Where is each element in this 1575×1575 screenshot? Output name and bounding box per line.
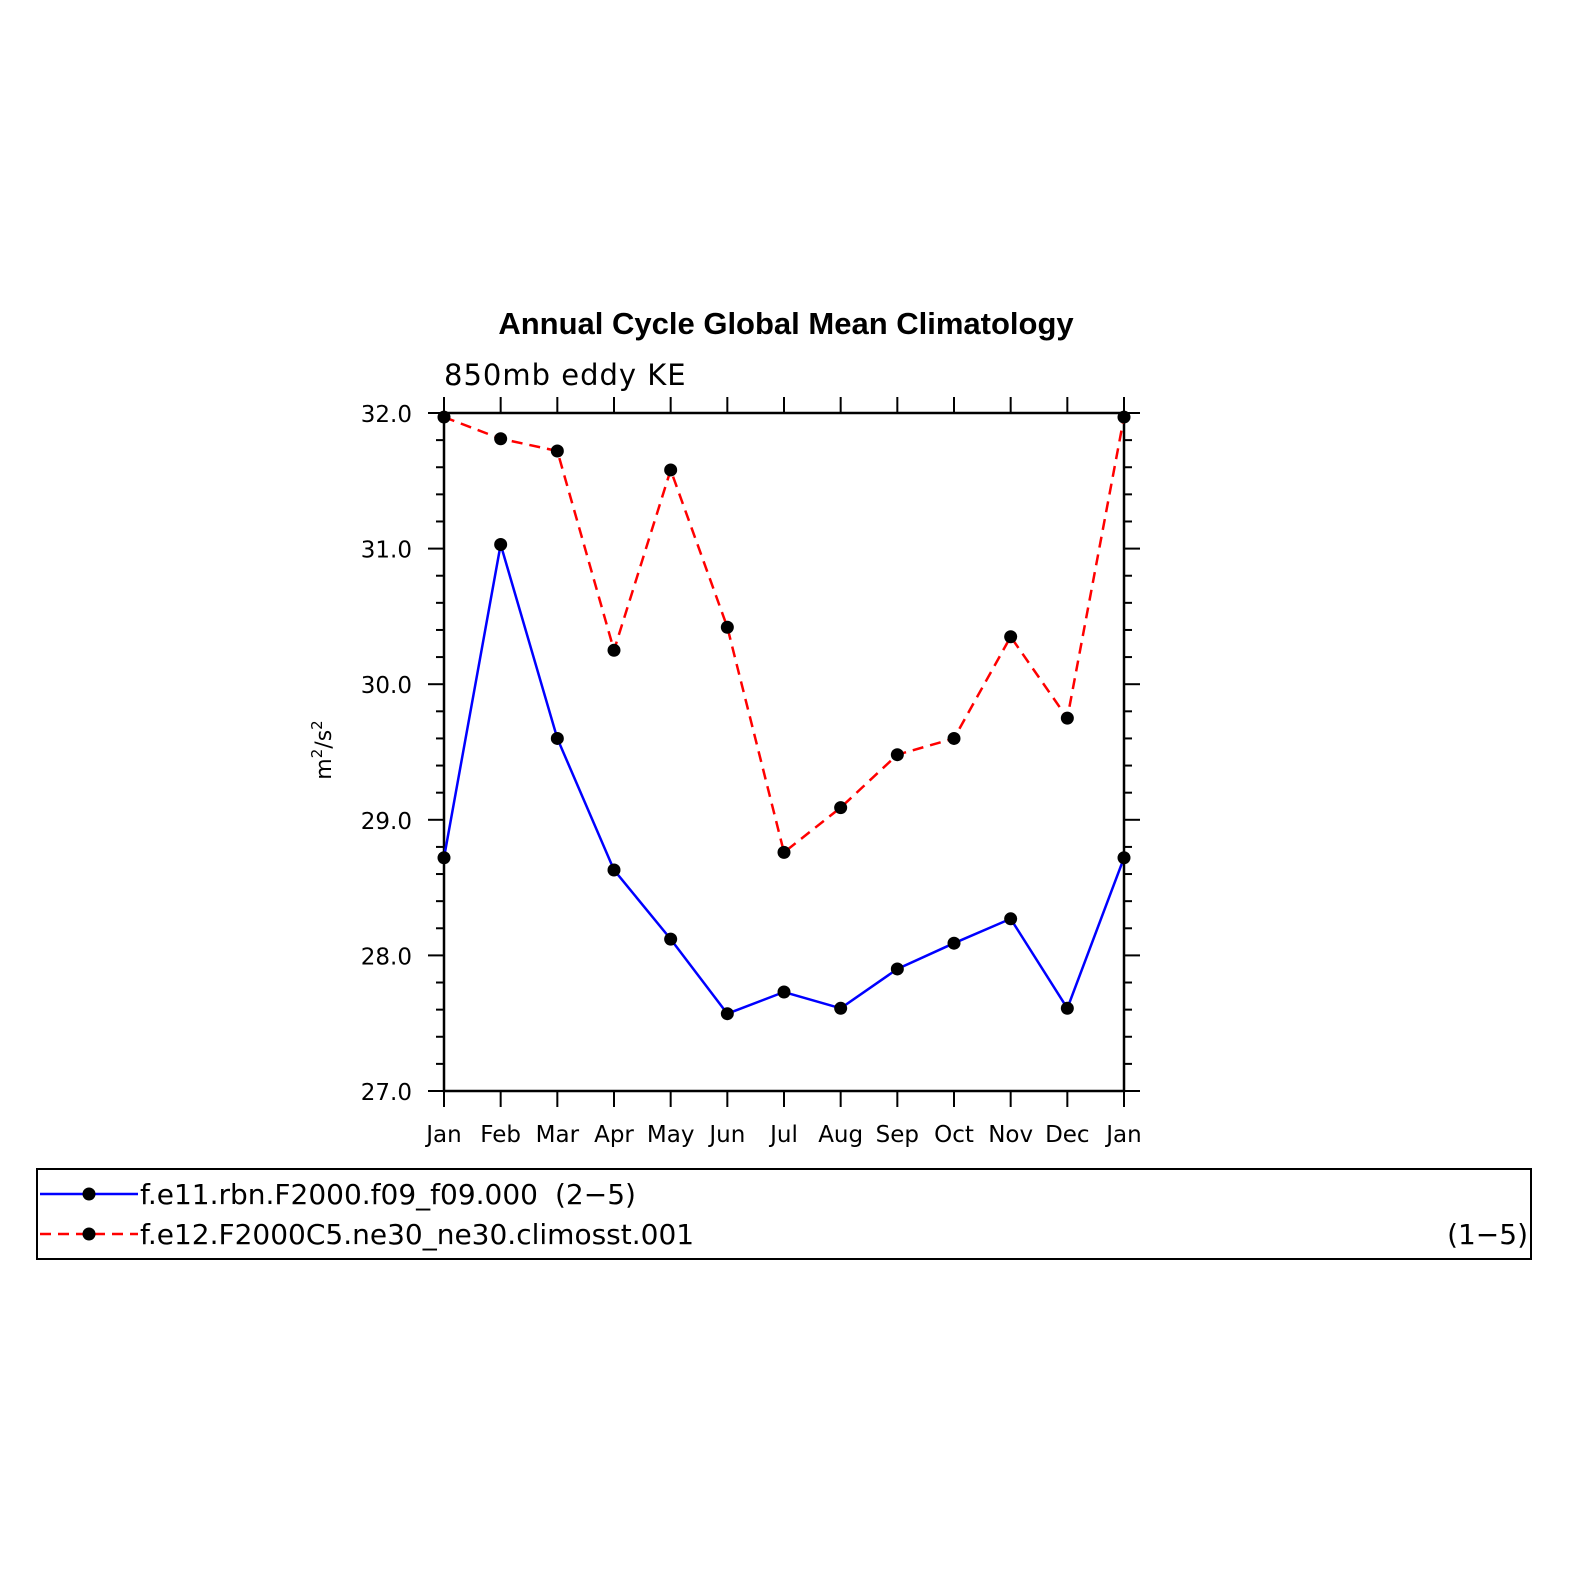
series-2-point [437,410,451,424]
x-tick-label: Oct [934,1122,974,1148]
y-tick-label: 31.0 [361,538,412,564]
x-tick-label: Sep [876,1122,919,1148]
chart-title: Annual Cycle Global Mean Climatology [498,306,1074,341]
series-2-point [890,748,904,762]
legend-suffix-1: (2−5) [555,1178,636,1211]
legend-marker-1 [82,1187,96,1201]
series-1-point [1004,912,1018,926]
x-tick-label: Nov [988,1122,1033,1148]
x-tick-label: Jul [768,1122,798,1148]
y-axis-label-sup1: 2 [308,749,326,759]
series-2-point [607,643,621,657]
series-2-point [550,444,564,458]
y-axis-label-base: m [312,758,337,779]
y-tick-label: 29.0 [361,809,412,835]
y-axis-label-mid: /s [312,730,337,749]
series-1-point [890,962,904,976]
legend-box [36,1168,1532,1260]
series-1-point [947,936,961,950]
series-2-point [834,801,848,815]
series-1-point [1117,851,1131,865]
legend-label-1: f.e11.rbn.F2000.f09_f09.000 [140,1178,538,1211]
series-1-point [494,538,508,552]
series-1-point [720,1007,734,1021]
legend-marker-2 [82,1227,96,1241]
x-tick-label: Apr [594,1122,634,1148]
y-tick-label: 28.0 [361,944,412,970]
chart-subtitle: 850mb eddy KE [444,358,687,392]
y-tick-label: 27.0 [361,1080,412,1106]
legend-label-2: f.e12.F2000C5.ne30_ne30.climosst.001 [140,1218,694,1251]
series-2-point [720,620,734,634]
series-1-point [777,985,791,999]
y-tick-label: 32.0 [361,402,412,428]
x-tick-label: Aug [818,1122,863,1148]
series-1-point [550,731,564,745]
y-axis-label: m2/s2 [308,720,337,779]
series-2-point [664,463,678,477]
series-line-2 [443,415,1126,855]
x-tick-label: May [647,1122,695,1148]
x-tick-label: Mar [536,1122,580,1148]
legend: f.e11.rbn.F2000.f09_f09.000 (2−5) f.e12.F2… [36,1168,1532,1260]
series-1-point [834,1001,848,1015]
svg-text:m2/s2: m2/s2 [308,720,337,779]
x-tick-label: Jan [424,1122,461,1148]
x-tick-label: Feb [480,1122,521,1148]
series-2-point [947,731,961,745]
y-tick-label: 30.0 [361,673,412,699]
x-tick-label: Jun [707,1122,745,1148]
series-2-point [1004,630,1018,644]
series-2-point [777,845,791,859]
series-2-point [1117,410,1131,424]
series-2-point [1060,711,1074,725]
series-1-point [664,932,678,946]
series-1-point [607,863,621,877]
x-tick-label: Dec [1045,1122,1090,1148]
series-1-point [437,851,451,865]
y-axis-label-sup2: 2 [308,720,326,730]
series-layer [437,410,1131,1021]
x-tick-label: Jan [1104,1122,1141,1148]
legend-suffix-2: (1−5) [1447,1218,1528,1251]
series-line-1 [442,544,1126,1016]
series-1-point [1060,1001,1074,1015]
series-2-point [494,432,508,446]
plot-axes: 27.0 28.0 29.0 30.0 31.0 32.0 Jan Feb Mar Apr May J… [361,397,1142,1148]
